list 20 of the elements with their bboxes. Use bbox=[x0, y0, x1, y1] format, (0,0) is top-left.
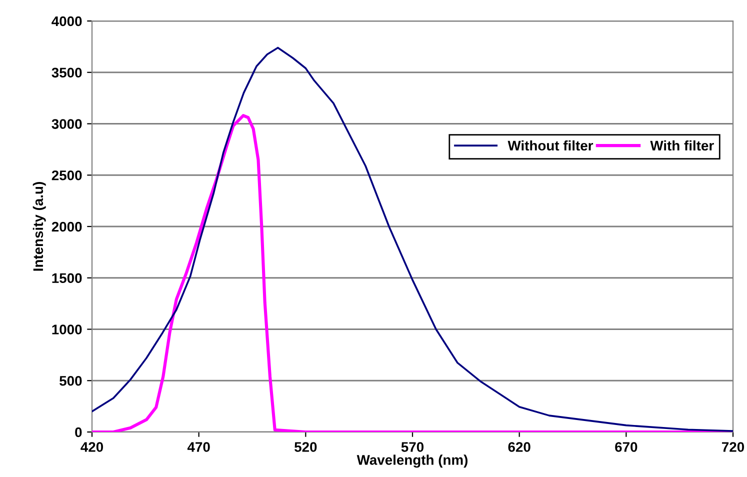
x-tick-label: 570 bbox=[401, 442, 424, 452]
x-tick-label: 720 bbox=[722, 442, 744, 452]
x-tick-label: 670 bbox=[615, 442, 638, 452]
y-tick-label: 1500 bbox=[52, 273, 82, 284]
y-axis-title: Intensity (a.u) bbox=[32, 182, 46, 271]
y-tick-label: 0 bbox=[75, 427, 82, 438]
y-tick-label: 500 bbox=[60, 376, 82, 386]
y-tick-label: 3500 bbox=[52, 68, 82, 78]
y-tick-label: 2500 bbox=[52, 170, 82, 180]
y-tick-label: 1000 bbox=[52, 324, 82, 334]
legend-label: With filter bbox=[650, 140, 714, 151]
x-tick-label: 470 bbox=[187, 442, 210, 452]
x-tick-label: 620 bbox=[508, 442, 530, 452]
x-tick-label: 420 bbox=[80, 442, 104, 452]
y-tick-label: 4000 bbox=[52, 16, 82, 26]
legend-label: Without filter bbox=[508, 140, 594, 151]
y-tick-label: 3000 bbox=[52, 119, 82, 129]
x-tick-label: 520 bbox=[294, 442, 317, 452]
x-axis-title: Wavelength (nm) bbox=[356, 454, 468, 468]
y-tick-label: 2000 bbox=[52, 222, 82, 232]
